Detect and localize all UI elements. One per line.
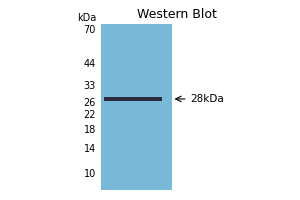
Text: kDa: kDa [77, 13, 96, 23]
Text: 18: 18 [84, 125, 96, 135]
Text: 33: 33 [84, 81, 96, 91]
Bar [101, 24, 172, 190]
Text: Western Blot: Western Blot [137, 8, 217, 21]
Bar [104, 97, 162, 101]
Text: 28kDa: 28kDa [190, 94, 224, 104]
Text: 14: 14 [84, 144, 96, 154]
Text: 26: 26 [84, 98, 96, 108]
Text: 44: 44 [84, 59, 96, 69]
Text: 22: 22 [83, 110, 96, 120]
Text: 10: 10 [84, 169, 96, 179]
Text: 70: 70 [84, 25, 96, 35]
